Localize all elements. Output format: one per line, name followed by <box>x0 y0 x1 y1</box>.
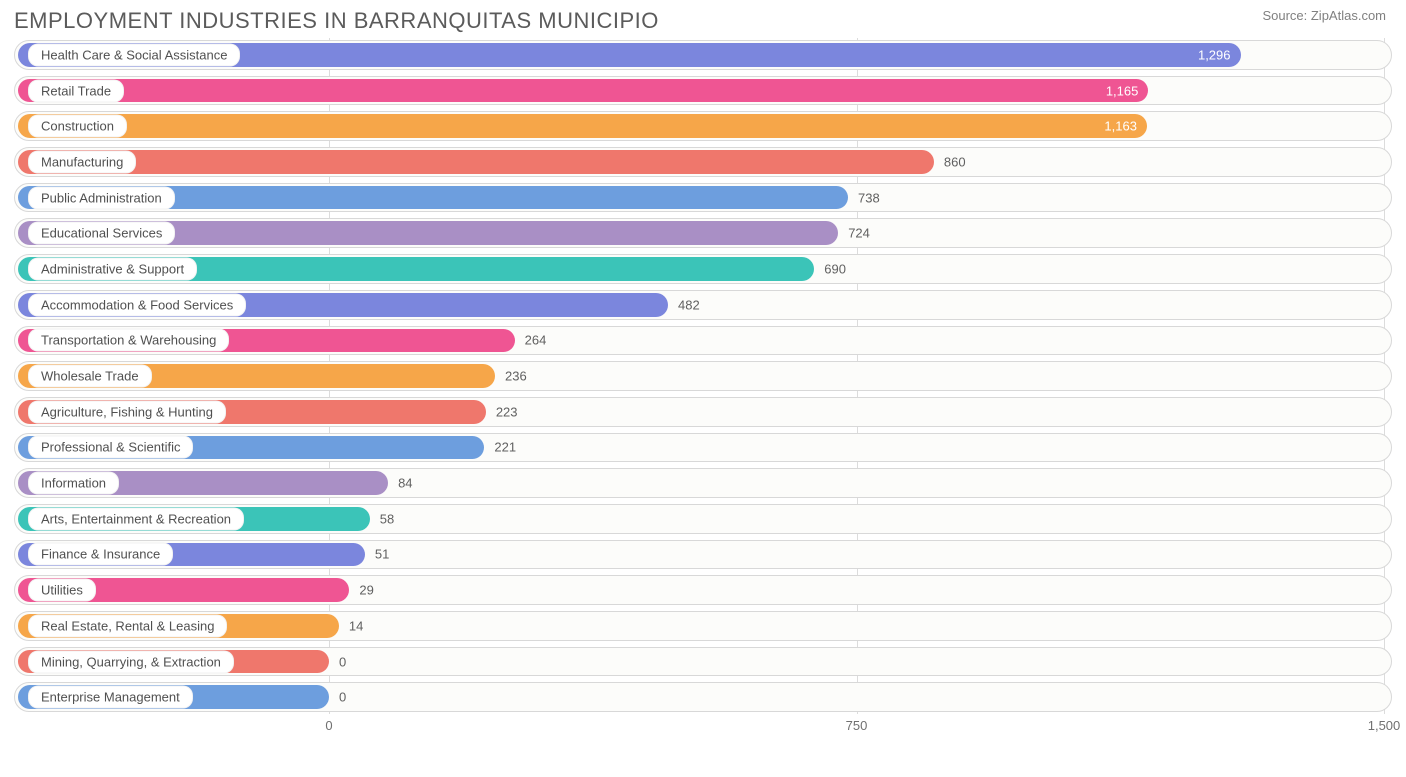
bar-row: Administrative & Support 690 <box>14 252 1392 286</box>
bar-value: 0 <box>339 654 346 669</box>
bar-value: 1,163 <box>1104 119 1137 134</box>
bar-label: Educational Services <box>28 222 175 245</box>
bar-value: 860 <box>944 154 966 169</box>
bar-row: Agriculture, Fishing & Hunting 223 <box>14 395 1392 429</box>
axis-tick-label: 750 <box>846 718 868 733</box>
chart-header: EMPLOYMENT INDUSTRIES IN BARRANQUITAS MU… <box>0 0 1406 38</box>
bar-value: 84 <box>398 476 412 491</box>
bar-value: 738 <box>858 190 880 205</box>
bar-label: Wholesale Trade <box>28 365 152 388</box>
bars-container: Health Care & Social Assistance 1,296 Reta… <box>14 38 1392 714</box>
bar-row: Utilities 29 <box>14 573 1392 607</box>
bar-value: 14 <box>349 618 363 633</box>
bar-row: Enterprise Management 0 <box>14 680 1392 714</box>
chart-area: Health Care & Social Assistance 1,296 Reta… <box>0 38 1406 736</box>
bar-row: Information 84 <box>14 466 1392 500</box>
chart-title: EMPLOYMENT INDUSTRIES IN BARRANQUITAS MU… <box>14 8 659 34</box>
bar-row: Educational Services 724 <box>14 216 1392 250</box>
bar-label: Professional & Scientific <box>28 436 193 459</box>
bar-label: Manufacturing <box>28 150 136 173</box>
chart-inner: Health Care & Social Assistance 1,296 Reta… <box>14 38 1392 736</box>
bar-row: Construction 1,163 <box>14 109 1392 143</box>
bar-value: 690 <box>824 261 846 276</box>
bar-value: 482 <box>678 297 700 312</box>
bar-label: Health Care & Social Assistance <box>28 43 240 66</box>
bar-fill <box>18 150 934 174</box>
bar-label: Accommodation & Food Services <box>28 293 246 316</box>
bar-label: Public Administration <box>28 186 175 209</box>
bar-label: Transportation & Warehousing <box>28 329 229 352</box>
bar-row: Finance & Insurance 51 <box>14 538 1392 572</box>
axis-labels: 07501,500 <box>14 714 1392 736</box>
bar-row: Accommodation & Food Services 482 <box>14 288 1392 322</box>
bar-row: Arts, Entertainment & Recreation 58 <box>14 502 1392 536</box>
bar-label: Real Estate, Rental & Leasing <box>28 614 227 637</box>
bar-value: 29 <box>359 583 373 598</box>
bar-value: 1,165 <box>1106 83 1139 98</box>
bar-value: 724 <box>848 226 870 241</box>
bar-label: Utilities <box>28 579 96 602</box>
bar-label: Construction <box>28 115 127 138</box>
bar-row: Mining, Quarrying, & Extraction 0 <box>14 645 1392 679</box>
bar-row: Transportation & Warehousing 264 <box>14 324 1392 358</box>
bar-label: Agriculture, Fishing & Hunting <box>28 400 226 423</box>
bar-row: Health Care & Social Assistance 1,296 <box>14 38 1392 72</box>
bar-value: 236 <box>505 369 527 384</box>
axis-tick-label: 0 <box>325 718 332 733</box>
bar-value: 0 <box>339 690 346 705</box>
chart-source: Source: ZipAtlas.com <box>1262 8 1386 23</box>
axis-tick-label: 1,500 <box>1368 718 1401 733</box>
bar-label: Arts, Entertainment & Recreation <box>28 507 244 530</box>
bar-label: Finance & Insurance <box>28 543 173 566</box>
bar-label: Retail Trade <box>28 79 124 102</box>
bar-label: Administrative & Support <box>28 257 197 280</box>
bar-value: 1,296 <box>1198 47 1231 62</box>
bar-value: 51 <box>375 547 389 562</box>
bar-row: Manufacturing 860 <box>14 145 1392 179</box>
bar-label: Enterprise Management <box>28 686 193 709</box>
bar-row: Real Estate, Rental & Leasing 14 <box>14 609 1392 643</box>
bar-row: Public Administration 738 <box>14 181 1392 215</box>
bar-value: 58 <box>380 511 394 526</box>
bar-fill <box>18 114 1147 138</box>
bar-value: 223 <box>496 404 518 419</box>
bar-value: 221 <box>494 440 516 455</box>
bar-row: Wholesale Trade 236 <box>14 359 1392 393</box>
bar-fill <box>18 79 1148 103</box>
bar-label: Mining, Quarrying, & Extraction <box>28 650 234 673</box>
bar-row: Retail Trade 1,165 <box>14 74 1392 108</box>
bar-value: 264 <box>525 333 547 348</box>
bar-label: Information <box>28 472 119 495</box>
bar-row: Professional & Scientific 221 <box>14 431 1392 465</box>
